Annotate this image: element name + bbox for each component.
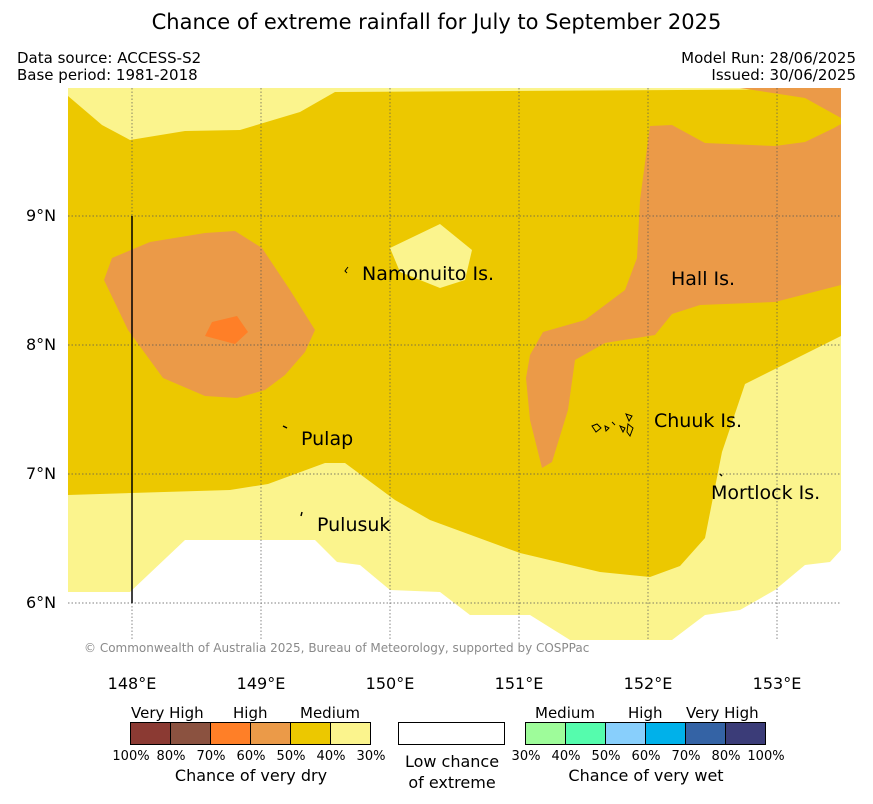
place-label-pulap: Pulap: [301, 428, 354, 450]
swatch-wet-60-70: [645, 722, 686, 745]
swatch-dry-80-70: [170, 722, 211, 745]
swatch-dry-50-40: [290, 722, 331, 745]
lat-label-6n: 6°N: [26, 593, 57, 612]
place-label-mortlock: Mortlock Is.: [711, 482, 821, 504]
swatch-wet-70-80: [685, 722, 726, 745]
legend-wet-pct: 100%: [747, 749, 785, 764]
legend-wet-colorbar: [525, 722, 766, 745]
map-title: Chance of extreme rainfall for July to S…: [151, 10, 722, 34]
lon-label-148e: 148°E: [107, 674, 157, 693]
swatch-wet-40-50: [565, 722, 606, 745]
pulap-island-marker: [282, 425, 288, 429]
mortlock-island-marker: [719, 473, 723, 477]
legend-wet-pct: 50%: [591, 749, 621, 764]
legend-dry-caption: Chance of very dry: [174, 766, 328, 785]
region-pale-north: [68, 88, 841, 140]
region-low-chance: [68, 540, 570, 640]
swatch-wet-30-40: [525, 722, 566, 745]
legend-dry-very-high: Very High: [131, 704, 204, 722]
legend-dry-pct: 40%: [316, 749, 346, 764]
pulusuk-island-marker: [300, 511, 303, 517]
legend-dry-pct: 70%: [196, 749, 226, 764]
lat-label-9n: 9°N: [26, 206, 57, 225]
lon-label-153e: 153°E: [752, 674, 802, 693]
legend-dry-high: High: [233, 704, 268, 722]
swatch-wet-80-100: [725, 722, 766, 745]
place-label-chuuk: Chuuk Is.: [654, 410, 742, 432]
legend-dry-pct: 100%: [112, 749, 150, 764]
region-high-west: [104, 231, 315, 398]
chuuk-lagoon-outline: [591, 413, 634, 438]
place-label-pulusuk: Pulusuk: [317, 514, 391, 536]
legend-low-caption-line1: Low chance: [404, 752, 500, 771]
lon-label-151e: 151°E: [494, 674, 544, 693]
region-high-northeast: [740, 88, 841, 118]
swatch-dry-100-80: [130, 722, 171, 745]
legend-dry-pct: 80%: [156, 749, 186, 764]
swatch-dry-60-50: [250, 722, 291, 745]
copyright-notice: © Commonwealth of Australia 2025, Bureau…: [84, 641, 590, 655]
legend-wet-medium: Medium: [535, 704, 595, 722]
lat-label-7n: 7°N: [26, 464, 57, 483]
legend-low-chance-swatch: [398, 722, 505, 745]
legend-dry-pct: 50%: [276, 749, 306, 764]
place-label-hall: Hall Is.: [671, 268, 736, 290]
legend-wet-pct: 60%: [631, 749, 661, 764]
swatch-dry-70-60: [210, 722, 251, 745]
issued-date: Issued: 30/06/2025: [711, 66, 856, 84]
model-run: Model Run: 28/06/2025: [681, 49, 856, 67]
region-high-east: [526, 124, 841, 468]
swatch-dry-40-30: [330, 722, 371, 745]
place-label-namonuito: Namonuito Is.: [362, 263, 495, 285]
legend-wet-pct: 40%: [551, 749, 581, 764]
legend-wet-pct: 70%: [671, 749, 701, 764]
legend-dry-pct: 60%: [236, 749, 266, 764]
namonuito-island-marker: [344, 266, 349, 274]
legend-wet-very-high: Very High: [686, 704, 759, 722]
legend-low-caption-line2: of extreme: [408, 773, 496, 792]
data-source: Data source: ACCESS-S2: [17, 49, 202, 67]
legend-dry-medium: Medium: [300, 704, 360, 722]
swatch-wet-50-60: [605, 722, 646, 745]
region-high-core-west: [205, 316, 248, 344]
lat-label-8n: 8°N: [26, 335, 57, 354]
legend-wet-high: High: [628, 704, 663, 722]
lon-label-150e: 150°E: [365, 674, 415, 693]
region-pale-namonuito: [390, 224, 472, 288]
legend-dry-pct: 30%: [356, 749, 386, 764]
legend-wet-pct: 30%: [511, 749, 541, 764]
lon-label-149e: 149°E: [236, 674, 286, 693]
legend-dry-colorbar: [130, 722, 371, 745]
lon-label-152e: 152°E: [623, 674, 673, 693]
legend-wet-caption: Chance of very wet: [568, 766, 724, 785]
base-period: Base period: 1981-2018: [17, 66, 198, 84]
legend-wet-pct: 80%: [711, 749, 741, 764]
region-low-chance-2: [672, 550, 841, 640]
